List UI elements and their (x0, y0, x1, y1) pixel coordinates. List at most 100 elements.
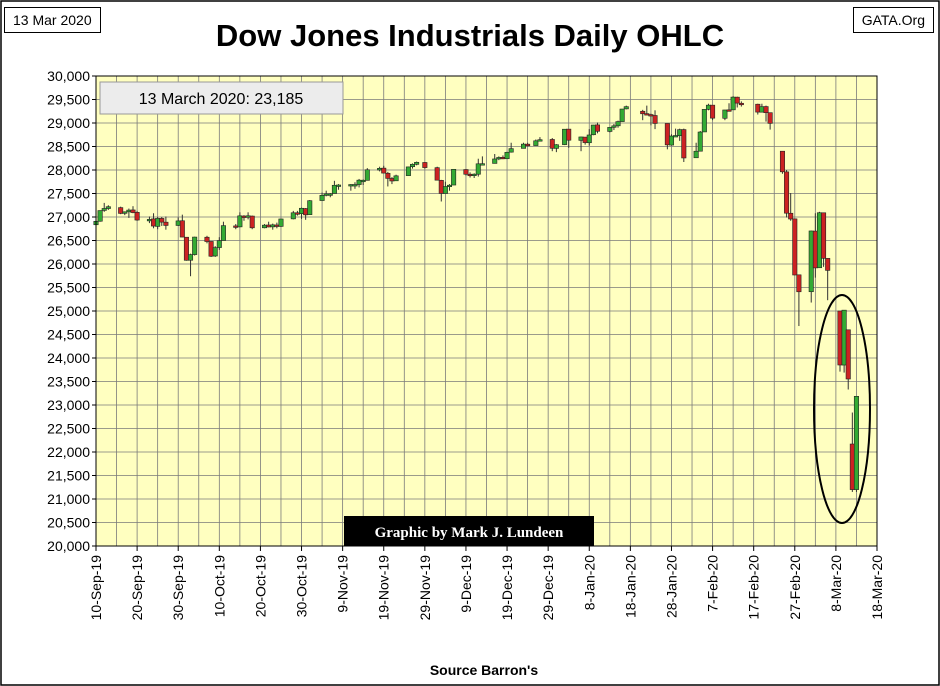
candle-body (105, 206, 111, 209)
candle-body (479, 163, 485, 166)
candle-body (566, 128, 572, 141)
candle-2019-12-20 (508, 142, 514, 153)
candle-body (163, 221, 169, 226)
candle-2020-03-10 (841, 309, 847, 373)
candle-2019-12-13 (479, 156, 485, 166)
x-tick-label: 8-Mar-20 (828, 555, 844, 612)
candle-body (701, 109, 707, 133)
candle-body (204, 236, 210, 242)
candle-2019-11-13 (356, 178, 362, 188)
candle-2019-10-07 (204, 235, 210, 244)
candle-2019-12-26 (533, 139, 539, 146)
candle-2019-09-27 (163, 216, 169, 230)
chart-title: Dow Jones Industrials Daily OHLC (215, 18, 725, 53)
candle-body (299, 207, 305, 215)
candle-body (525, 143, 531, 147)
candle-body (327, 193, 333, 196)
candle-body (336, 184, 342, 187)
candle-body (549, 139, 555, 149)
candle-2020-03-04 (816, 211, 822, 269)
x-tick-label: 29-Dec-19 (540, 555, 556, 621)
x-tick-label: 17-Feb-20 (746, 555, 762, 620)
site-tag: GATA.Org (852, 7, 934, 33)
candle-2019-12-19 (504, 151, 510, 160)
candle-2020-02-14 (738, 101, 744, 107)
x-tick-label: 20-Sep-19 (129, 555, 145, 621)
candle-body (788, 212, 794, 220)
x-tick-label: 7-Feb-20 (705, 555, 721, 612)
y-tick-label: 24,000 (47, 350, 90, 366)
candle-2019-11-22 (393, 174, 399, 182)
candle-body (212, 247, 218, 257)
candle-body (849, 443, 855, 490)
candle-body (726, 109, 732, 112)
candle-2019-11-12 (352, 182, 358, 189)
candle-2019-12-11 (471, 173, 477, 178)
candle-2019-10-11 (220, 221, 226, 241)
candle-body (792, 218, 798, 276)
candle-body (607, 127, 613, 132)
candle-2019-11-26 (410, 163, 416, 169)
candle-body (673, 135, 679, 138)
candle-body (356, 179, 362, 185)
y-tick-label: 23,000 (47, 397, 90, 413)
candle-2020-02-12 (730, 96, 736, 111)
candle-2020-03-11 (845, 329, 851, 390)
candle-body (582, 136, 588, 143)
candle-body (845, 329, 851, 380)
candle-body (475, 163, 481, 175)
candle-body (245, 215, 251, 218)
x-tick-label: 30-Sep-19 (170, 555, 186, 621)
candle-body (784, 171, 790, 214)
candle-body (451, 168, 457, 186)
candle-2020-01-15 (615, 120, 621, 128)
candle-2019-11-08 (336, 184, 342, 190)
candle-2020-02-21 (767, 112, 773, 130)
candle-2020-02-20 (763, 105, 769, 122)
candle-2020-01-31 (681, 128, 687, 163)
candle-2020-02-11 (726, 103, 732, 112)
candle-2019-12-04 (442, 181, 448, 194)
candle-body (697, 131, 703, 152)
candle-body (463, 169, 469, 175)
candle-body (118, 207, 124, 214)
candle-body (586, 134, 592, 144)
candle-2019-12-24 (525, 142, 531, 147)
candle-body (159, 218, 165, 223)
candle-2019-11-27 (414, 161, 420, 166)
candle-body (274, 224, 280, 227)
candle-2020-01-29 (673, 128, 679, 138)
x-tick-label: 19-Dec-19 (499, 555, 515, 621)
candle-2019-11-29 (422, 162, 428, 169)
candle-body (389, 178, 395, 182)
y-tick-label: 20,000 (47, 538, 90, 554)
candle-2019-09-20 (134, 210, 140, 221)
x-tick-label: 19-Nov-19 (376, 555, 392, 621)
candle-body (266, 224, 272, 228)
candle-body (352, 184, 358, 187)
candle-body (816, 212, 822, 269)
candle-body (738, 102, 744, 106)
candle-2020-02-04 (697, 130, 703, 152)
y-tick-label: 23,500 (47, 374, 90, 390)
candle-2019-10-04 (192, 236, 198, 256)
x-tick-label: 28-Jan-20 (663, 555, 679, 618)
candle-body (377, 168, 383, 171)
candle-2019-11-01 (307, 200, 313, 215)
candle-body (216, 240, 222, 248)
candle-body (619, 108, 625, 122)
candle-body (722, 109, 728, 119)
candle-2019-09-13 (105, 205, 111, 210)
candle-2020-03-05 (821, 212, 827, 267)
candle-2020-03-02 (808, 230, 814, 303)
y-tick-label: 26,500 (47, 233, 90, 249)
candle-body (767, 112, 773, 124)
y-tick-label: 30,000 (47, 68, 90, 84)
candle-2019-10-02 (183, 236, 189, 261)
candle-2019-12-27 (537, 137, 543, 142)
candle-2020-01-14 (611, 123, 617, 131)
candle-body (278, 218, 284, 227)
candle-body (693, 150, 699, 159)
candle-body (331, 184, 337, 194)
